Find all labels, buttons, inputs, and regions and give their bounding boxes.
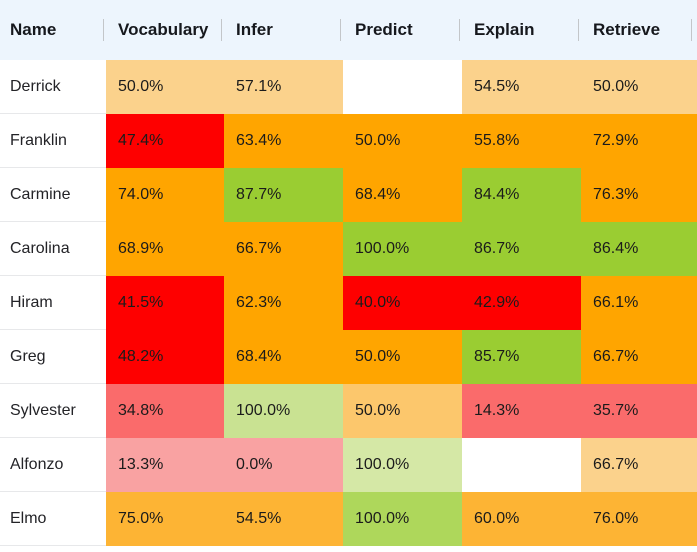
cell-infer[interactable]: 0.0% (224, 438, 343, 492)
row-name[interactable]: Elmo (0, 492, 106, 546)
cell-infer[interactable]: 54.5% (224, 492, 343, 546)
cell-predict[interactable]: 40.0% (343, 276, 462, 330)
cell-retrieve[interactable]: 35.7% (581, 384, 697, 438)
table-row: Greg 48.2% 68.4% 50.0% 85.7% 66.7% (0, 330, 697, 384)
cell-retrieve[interactable]: 66.1% (581, 276, 697, 330)
cell-explain[interactable]: 85.7% (462, 330, 581, 384)
row-name[interactable]: Carolina (0, 222, 106, 276)
cell-infer[interactable]: 66.7% (224, 222, 343, 276)
cell-explain[interactable]: 54.5% (462, 60, 581, 114)
table-footer-spacer (0, 546, 697, 552)
cell-predict[interactable]: 68.4% (343, 168, 462, 222)
cell-infer[interactable]: 63.4% (224, 114, 343, 168)
row-name[interactable]: Carmine (0, 168, 106, 222)
cell-retrieve[interactable]: 66.7% (581, 330, 697, 384)
cell-explain[interactable]: 42.9% (462, 276, 581, 330)
table-row: Carolina 68.9% 66.7% 100.0% 86.7% 86.4% (0, 222, 697, 276)
cell-explain[interactable]: 86.7% (462, 222, 581, 276)
column-header-explain[interactable]: Explain (459, 0, 581, 60)
row-name[interactable]: Sylvester (0, 384, 106, 438)
column-header-vocabulary[interactable]: Vocabulary (103, 0, 224, 60)
row-name[interactable]: Hiram (0, 276, 106, 330)
cell-retrieve[interactable]: 76.3% (581, 168, 697, 222)
cell-vocabulary[interactable]: 75.0% (106, 492, 224, 546)
cell-predict[interactable]: 100.0% (343, 222, 462, 276)
table-header: Name Vocabulary Infer Predict Explain Re… (0, 0, 697, 60)
cell-vocabulary[interactable]: 74.0% (106, 168, 224, 222)
cell-explain[interactable]: 84.4% (462, 168, 581, 222)
cell-retrieve[interactable]: 86.4% (581, 222, 697, 276)
cell-infer[interactable]: 100.0% (224, 384, 343, 438)
cell-predict[interactable]: 100.0% (343, 438, 462, 492)
cell-vocabulary[interactable]: 34.8% (106, 384, 224, 438)
cell-explain[interactable] (462, 438, 581, 492)
cell-infer[interactable]: 57.1% (224, 60, 343, 114)
cell-predict[interactable]: 50.0% (343, 330, 462, 384)
cell-vocabulary[interactable]: 13.3% (106, 438, 224, 492)
table-row: Carmine 74.0% 87.7% 68.4% 84.4% 76.3% (0, 168, 697, 222)
cell-predict[interactable]: 100.0% (343, 492, 462, 546)
cell-retrieve[interactable]: 66.7% (581, 438, 697, 492)
cell-vocabulary[interactable]: 68.9% (106, 222, 224, 276)
row-name[interactable]: Franklin (0, 114, 106, 168)
cell-vocabulary[interactable]: 47.4% (106, 114, 224, 168)
cell-retrieve[interactable]: 76.0% (581, 492, 697, 546)
cell-infer[interactable]: 68.4% (224, 330, 343, 384)
row-name[interactable]: Derrick (0, 60, 106, 114)
cell-explain[interactable]: 55.8% (462, 114, 581, 168)
row-name[interactable]: Greg (0, 330, 106, 384)
column-header-retrieve[interactable]: Retrieve (578, 0, 697, 60)
table-row: Franklin 47.4% 63.4% 50.0% 55.8% 72.9% (0, 114, 697, 168)
table-row: Derrick 50.0% 57.1% 54.5% 50.0% (0, 60, 697, 114)
table-row: Elmo 75.0% 54.5% 100.0% 60.0% 76.0% (0, 492, 697, 546)
cell-predict[interactable] (343, 60, 462, 114)
cell-vocabulary[interactable]: 48.2% (106, 330, 224, 384)
column-header-infer[interactable]: Infer (221, 0, 343, 60)
table-row: Sylvester 34.8% 100.0% 50.0% 14.3% 35.7% (0, 384, 697, 438)
cell-explain[interactable]: 60.0% (462, 492, 581, 546)
cell-infer[interactable]: 62.3% (224, 276, 343, 330)
cell-infer[interactable]: 87.7% (224, 168, 343, 222)
column-header-name[interactable]: Name (10, 20, 57, 39)
table-row: Hiram 41.5% 62.3% 40.0% 42.9% 66.1% (0, 276, 697, 330)
row-name[interactable]: Alfonzo (0, 438, 106, 492)
cell-predict[interactable]: 50.0% (343, 384, 462, 438)
column-header-predict[interactable]: Predict (340, 0, 462, 60)
cell-predict[interactable]: 50.0% (343, 114, 462, 168)
cell-explain[interactable]: 14.3% (462, 384, 581, 438)
cell-vocabulary[interactable]: 41.5% (106, 276, 224, 330)
table-row: Alfonzo 13.3% 0.0% 100.0% 66.7% (0, 438, 697, 492)
cell-retrieve[interactable]: 72.9% (581, 114, 697, 168)
cell-retrieve[interactable]: 50.0% (581, 60, 697, 114)
cell-vocabulary[interactable]: 50.0% (106, 60, 224, 114)
